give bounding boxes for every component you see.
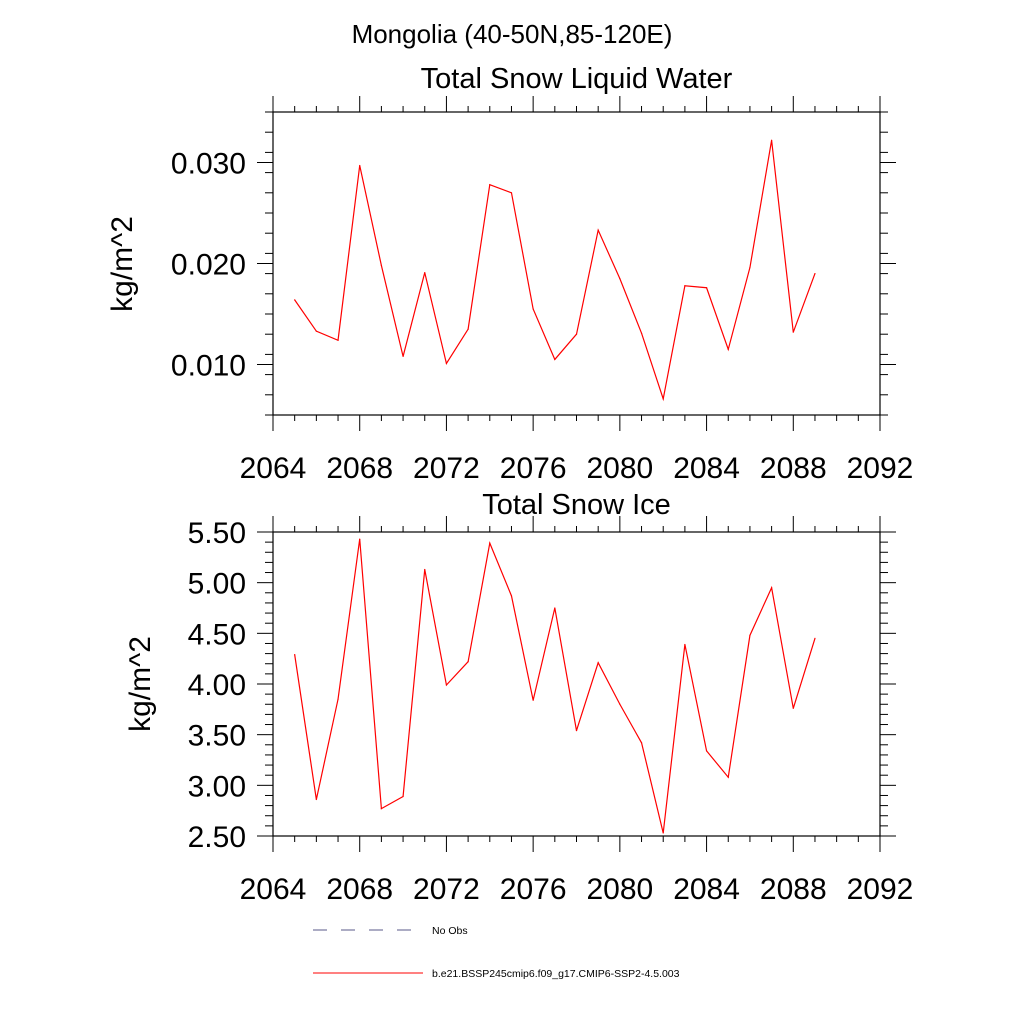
x-tick-label: 2092	[847, 452, 914, 485]
data-point	[771, 587, 773, 589]
data-point	[727, 348, 729, 350]
y-tick-label: 3.00	[188, 770, 246, 803]
data-point	[424, 271, 426, 274]
data-point	[337, 698, 339, 700]
data-point	[619, 278, 621, 280]
chart-title: Total Snow Ice	[482, 489, 671, 521]
data-point	[424, 568, 426, 571]
data-point	[359, 164, 361, 167]
x-tick-label: 2072	[413, 873, 480, 906]
x-tick-label: 2064	[240, 873, 307, 906]
series-line	[294, 140, 816, 402]
data-point	[445, 362, 448, 365]
data-point	[640, 332, 643, 334]
plot-frame	[272, 111, 881, 416]
data-point	[467, 661, 469, 663]
y-axis-label: kg/m^2	[106, 216, 139, 312]
data-point	[727, 776, 729, 778]
x-tick-label: 2080	[586, 873, 653, 906]
data-point	[662, 832, 664, 834]
data-point	[510, 595, 513, 597]
chart-panel-snow-ice: Total Snow Ice kg/m^2 2064 2068 2072 2076 2080…	[124, 489, 913, 906]
data-point	[554, 607, 556, 609]
data-point	[684, 643, 686, 646]
x-tick-label: 2076	[500, 452, 567, 485]
data-point	[597, 662, 599, 664]
x-tick-label: 2084	[673, 873, 740, 906]
data-point	[359, 538, 361, 540]
data-point	[294, 299, 296, 301]
data-point	[792, 707, 794, 709]
x-tick-label: 2072	[413, 452, 480, 485]
data-point	[792, 331, 794, 333]
y-tick-label: 4.00	[188, 669, 246, 702]
y-tick-label: 5.50	[188, 517, 246, 550]
data-point	[380, 264, 382, 267]
y-tick-label: 3.50	[188, 720, 246, 753]
data-point	[315, 798, 317, 801]
data-point	[684, 285, 686, 287]
y-tick-label: 0.010	[171, 350, 246, 383]
y-tick-label: 5.00	[188, 568, 246, 601]
data-point	[294, 654, 296, 656]
chart-title: Total Snow Liquid Water	[421, 63, 733, 95]
data-point	[554, 358, 556, 361]
data-point	[402, 795, 404, 798]
y-axis-label: kg/m^2	[124, 636, 157, 732]
figure-title: Mongolia (40-50N,85-120E)	[352, 19, 673, 49]
data-point	[380, 808, 382, 810]
data-point	[640, 742, 643, 744]
data-point	[662, 398, 664, 400]
x-tick-label: 2068	[326, 452, 393, 485]
legend-label: b.e21.BSSP245cmip6.f09_g17.CMIP6-SSP2-4.…	[432, 968, 680, 980]
data-point	[597, 229, 599, 231]
legend-label: No Obs	[432, 925, 468, 937]
data-point	[749, 266, 751, 269]
data-point	[749, 634, 751, 636]
data-point	[532, 699, 534, 701]
data-point	[705, 750, 708, 752]
x-tick-label: 2088	[760, 452, 827, 485]
x-tick-label: 2080	[586, 452, 653, 485]
x-tick-label: 2068	[326, 873, 393, 906]
series-line	[294, 539, 816, 834]
y-tick-label: 0.030	[171, 148, 246, 181]
data-point	[771, 139, 773, 141]
data-point	[814, 273, 816, 275]
data-point	[337, 339, 339, 341]
data-point	[510, 192, 513, 194]
x-tick-label: 2076	[500, 873, 567, 906]
data-point	[619, 703, 621, 705]
data-point	[575, 333, 578, 335]
x-tick-label: 2092	[847, 873, 914, 906]
y-tick-label: 0.020	[171, 249, 246, 282]
y-tick-label: 4.50	[188, 618, 246, 651]
data-point	[315, 330, 317, 332]
data-point	[532, 308, 534, 310]
chart-panel-snow-liquid-water: Total Snow Liquid Water kg/m^2 2064 2068 207…	[106, 63, 913, 485]
x-tick-label: 2088	[760, 873, 827, 906]
y-tick-label: 2.50	[188, 821, 246, 854]
x-tick-label: 2064	[240, 452, 307, 485]
data-point	[489, 184, 491, 186]
data-point	[445, 684, 448, 686]
data-point	[814, 637, 816, 640]
data-point	[402, 355, 404, 358]
data-point	[575, 730, 578, 732]
data-point	[705, 287, 708, 289]
data-point	[467, 328, 469, 330]
data-point	[489, 542, 491, 544]
legend: No Obs b.e21.BSSP245cmip6.f09_g17.CMIP6-S…	[313, 925, 680, 980]
x-tick-label: 2084	[673, 452, 740, 485]
